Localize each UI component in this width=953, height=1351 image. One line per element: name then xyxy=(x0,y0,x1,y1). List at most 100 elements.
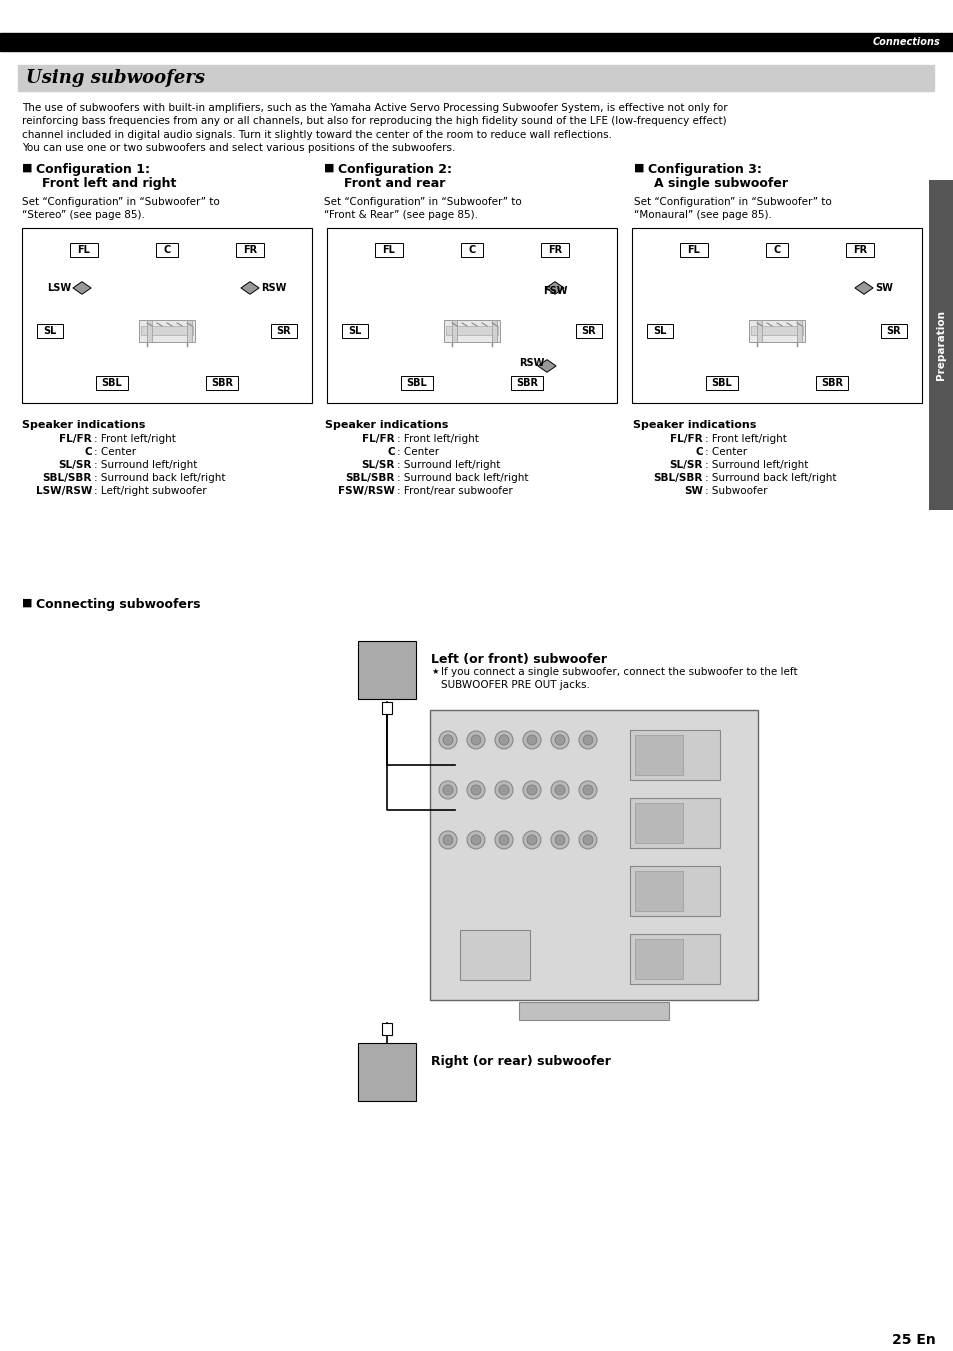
Bar xyxy=(271,324,296,338)
Bar xyxy=(492,320,497,342)
Text: FSW/RSW: FSW/RSW xyxy=(337,486,395,496)
Text: Front left and right: Front left and right xyxy=(42,177,176,190)
Text: SW: SW xyxy=(874,282,892,293)
Text: RSW: RSW xyxy=(261,282,286,293)
Text: “Monaural” (see page 85).: “Monaural” (see page 85). xyxy=(634,209,771,220)
Text: : Front left/right: : Front left/right xyxy=(704,434,786,444)
Bar xyxy=(576,324,601,338)
Text: SBL/SBR: SBL/SBR xyxy=(345,473,395,482)
Text: FL/FR: FL/FR xyxy=(362,434,395,444)
Text: Right (or rear) subwoofer: Right (or rear) subwoofer xyxy=(431,1055,610,1067)
Circle shape xyxy=(578,831,597,848)
Text: 25 En: 25 En xyxy=(891,1333,935,1347)
Text: : Subwoofer: : Subwoofer xyxy=(704,486,767,496)
Text: Preparation: Preparation xyxy=(936,309,945,380)
Text: reinforcing bass frequencies from any or all channels, but also for reproducing : reinforcing bass frequencies from any or… xyxy=(22,116,726,127)
Text: FL: FL xyxy=(382,245,395,255)
Text: Configuration 3:: Configuration 3: xyxy=(647,163,761,176)
Bar xyxy=(206,376,237,390)
Bar xyxy=(156,243,178,257)
Bar xyxy=(18,65,933,91)
Circle shape xyxy=(582,735,593,744)
Text: Connections: Connections xyxy=(871,36,939,47)
Text: ■: ■ xyxy=(22,163,32,173)
Circle shape xyxy=(578,731,597,748)
Circle shape xyxy=(471,735,480,744)
Bar xyxy=(635,802,682,843)
Text: : Front left/right: : Front left/right xyxy=(94,434,175,444)
Bar xyxy=(511,376,542,390)
Text: Configuration 2:: Configuration 2: xyxy=(337,163,452,176)
Circle shape xyxy=(442,835,453,844)
Bar xyxy=(635,735,682,775)
Circle shape xyxy=(498,735,509,744)
Circle shape xyxy=(442,785,453,794)
Text: : Center: : Center xyxy=(704,447,746,457)
Bar xyxy=(750,326,802,335)
Bar xyxy=(540,243,568,257)
Text: Speaker indications: Speaker indications xyxy=(325,420,448,430)
Text: Using subwoofers: Using subwoofers xyxy=(26,69,205,86)
Bar xyxy=(430,709,758,1000)
Text: C: C xyxy=(773,245,780,255)
Bar xyxy=(646,324,672,338)
Text: SL/SR: SL/SR xyxy=(669,459,702,470)
Bar xyxy=(629,866,720,916)
Text: SBR: SBR xyxy=(211,378,233,388)
Circle shape xyxy=(551,831,568,848)
Polygon shape xyxy=(545,281,563,295)
Bar xyxy=(327,228,617,403)
Text: SL/SR: SL/SR xyxy=(361,459,395,470)
Circle shape xyxy=(555,735,564,744)
Circle shape xyxy=(495,731,513,748)
Circle shape xyxy=(522,731,540,748)
Bar xyxy=(381,1023,392,1035)
Text: C: C xyxy=(695,447,702,457)
Text: SBL: SBL xyxy=(406,378,427,388)
Text: FL: FL xyxy=(687,245,700,255)
Polygon shape xyxy=(537,359,556,373)
Text: ★: ★ xyxy=(431,667,438,676)
Text: SW: SW xyxy=(683,486,702,496)
Text: ■: ■ xyxy=(634,163,644,173)
Bar xyxy=(518,1002,668,1020)
Text: SL: SL xyxy=(43,326,56,336)
Bar xyxy=(381,703,392,713)
Text: Set “Configuration” in “Subwoofer” to: Set “Configuration” in “Subwoofer” to xyxy=(324,197,521,207)
Text: : Left/right subwoofer: : Left/right subwoofer xyxy=(94,486,207,496)
Text: Set “Configuration” in “Subwoofer” to: Set “Configuration” in “Subwoofer” to xyxy=(22,197,219,207)
Circle shape xyxy=(471,835,480,844)
Bar xyxy=(631,228,921,403)
Circle shape xyxy=(471,785,480,794)
Circle shape xyxy=(582,785,593,794)
Text: ■: ■ xyxy=(324,163,335,173)
Circle shape xyxy=(467,831,484,848)
Circle shape xyxy=(498,835,509,844)
Text: C: C xyxy=(468,245,476,255)
Text: FSW: FSW xyxy=(542,286,567,296)
Text: : Surround back left/right: : Surround back left/right xyxy=(704,473,836,482)
Text: Speaker indications: Speaker indications xyxy=(633,420,756,430)
Circle shape xyxy=(526,735,537,744)
Text: : Surround left/right: : Surround left/right xyxy=(704,459,807,470)
Bar xyxy=(459,929,530,979)
Circle shape xyxy=(526,785,537,794)
Bar xyxy=(443,320,499,342)
Text: A single subwoofer: A single subwoofer xyxy=(654,177,787,190)
Text: FR: FR xyxy=(243,245,256,255)
Text: FL/FR: FL/FR xyxy=(59,434,91,444)
Text: RSW: RSW xyxy=(519,358,544,367)
Text: SR: SR xyxy=(581,326,596,336)
Text: SR: SR xyxy=(885,326,901,336)
Text: SL/SR: SL/SR xyxy=(58,459,91,470)
Circle shape xyxy=(467,781,484,798)
Circle shape xyxy=(438,831,456,848)
Text: FR: FR xyxy=(852,245,866,255)
Text: Set “Configuration” in “Subwoofer” to: Set “Configuration” in “Subwoofer” to xyxy=(634,197,831,207)
Bar xyxy=(629,934,720,984)
Text: SBL/SBR: SBL/SBR xyxy=(653,473,702,482)
Text: You can use one or two subwoofers and select various positions of the subwoofers: You can use one or two subwoofers and se… xyxy=(22,143,455,154)
Text: : Surround back left/right: : Surround back left/right xyxy=(94,473,225,482)
Bar xyxy=(880,324,906,338)
Polygon shape xyxy=(854,281,872,295)
